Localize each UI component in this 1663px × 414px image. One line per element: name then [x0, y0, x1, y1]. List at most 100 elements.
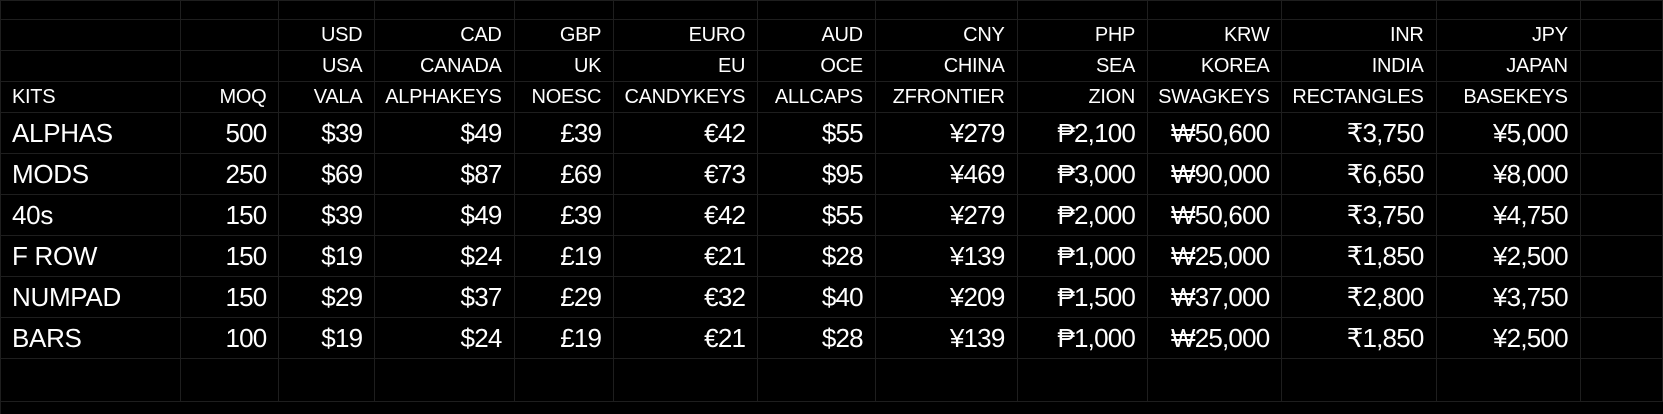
table-cell[interactable]: ₹1,850 [1281, 317, 1437, 359]
table-cell[interactable]: ZFRONTIER [874, 81, 1018, 113]
empty-cell[interactable] [1579, 0, 1663, 20]
table-cell[interactable]: ¥2,500 [1435, 235, 1581, 277]
table-cell[interactable]: ALPHAS [0, 112, 181, 154]
table-cell[interactable]: 40s [0, 194, 181, 236]
table-cell[interactable]: 150 [179, 276, 280, 318]
table-cell[interactable]: ¥279 [874, 194, 1018, 236]
table-cell[interactable]: $29 [278, 276, 376, 318]
table-cell[interactable] [1579, 81, 1663, 113]
table-cell[interactable]: ₱1,000 [1016, 317, 1149, 359]
table-cell[interactable]: BASEKEYS [1435, 81, 1581, 113]
table-cell[interactable] [1579, 19, 1663, 51]
table-cell[interactable]: ₱2,100 [1016, 112, 1149, 154]
table-cell[interactable]: €32 [613, 276, 759, 318]
empty-cell[interactable] [1435, 358, 1581, 402]
table-cell[interactable]: MOQ [179, 81, 280, 113]
table-cell[interactable]: £19 [513, 317, 615, 359]
table-cell[interactable]: ₹3,750 [1281, 194, 1437, 236]
table-cell[interactable]: JAPAN [1435, 50, 1581, 82]
table-cell[interactable]: ¥8,000 [1435, 153, 1581, 195]
table-cell[interactable] [1579, 317, 1663, 359]
table-cell[interactable] [1579, 276, 1663, 318]
empty-cell[interactable] [1579, 358, 1663, 402]
empty-cell[interactable] [374, 358, 515, 402]
table-cell[interactable] [1579, 153, 1663, 195]
table-cell[interactable]: $28 [757, 317, 876, 359]
table-cell[interactable]: 100 [179, 317, 280, 359]
table-cell[interactable]: ₩50,600 [1147, 112, 1283, 154]
table-cell[interactable]: PHP [1016, 19, 1149, 51]
table-cell[interactable]: $69 [278, 153, 376, 195]
table-cell[interactable] [1579, 50, 1663, 82]
table-cell[interactable]: INR [1281, 19, 1437, 51]
empty-cell[interactable] [513, 358, 615, 402]
table-cell[interactable]: ₱2,000 [1016, 194, 1149, 236]
table-cell[interactable]: MODS [0, 153, 181, 195]
empty-cell[interactable] [874, 358, 1018, 402]
table-cell[interactable]: USD [278, 19, 376, 51]
empty-cell[interactable] [374, 0, 515, 20]
table-cell[interactable]: SWAGKEYS [1147, 81, 1283, 113]
table-cell[interactable]: CANADA [374, 50, 515, 82]
table-cell[interactable]: RECTANGLES [1281, 81, 1437, 113]
table-cell[interactable]: AUD [757, 19, 876, 51]
table-cell[interactable]: €42 [613, 112, 759, 154]
table-cell[interactable]: $24 [374, 235, 515, 277]
table-cell[interactable]: €21 [613, 317, 759, 359]
table-cell[interactable]: ¥139 [874, 317, 1018, 359]
table-cell[interactable]: €21 [613, 235, 759, 277]
table-cell[interactable]: ₹2,800 [1281, 276, 1437, 318]
table-cell[interactable]: CNY [874, 19, 1018, 51]
table-cell[interactable]: ₩50,600 [1147, 194, 1283, 236]
table-cell[interactable]: ZION [1016, 81, 1149, 113]
empty-cell[interactable] [278, 358, 376, 402]
empty-cell[interactable] [278, 0, 376, 20]
table-cell[interactable]: ¥2,500 [1435, 317, 1581, 359]
table-cell[interactable]: $49 [374, 112, 515, 154]
empty-cell[interactable] [1016, 0, 1149, 20]
table-cell[interactable]: KOREA [1147, 50, 1283, 82]
table-cell[interactable] [0, 50, 181, 82]
table-cell[interactable]: $49 [374, 194, 515, 236]
table-cell[interactable]: EU [613, 50, 759, 82]
table-cell[interactable]: F ROW [0, 235, 181, 277]
table-cell[interactable] [1579, 112, 1663, 154]
table-cell[interactable]: 500 [179, 112, 280, 154]
table-cell[interactable]: £69 [513, 153, 615, 195]
table-cell[interactable]: CHINA [874, 50, 1018, 82]
table-cell[interactable]: ¥5,000 [1435, 112, 1581, 154]
table-cell[interactable]: SEA [1016, 50, 1149, 82]
table-cell[interactable]: $95 [757, 153, 876, 195]
table-cell[interactable]: $39 [278, 194, 376, 236]
table-cell[interactable]: NUMPAD [0, 276, 181, 318]
table-cell[interactable]: ₱1,500 [1016, 276, 1149, 318]
table-cell[interactable]: JPY [1435, 19, 1581, 51]
empty-cell[interactable] [613, 0, 759, 20]
table-cell[interactable]: BARS [0, 317, 181, 359]
table-cell[interactable]: ₩90,000 [1147, 153, 1283, 195]
table-cell[interactable]: ¥3,750 [1435, 276, 1581, 318]
table-cell[interactable] [1579, 235, 1663, 277]
table-cell[interactable]: VALA [278, 81, 376, 113]
table-cell[interactable]: ₩25,000 [1147, 235, 1283, 277]
table-cell[interactable]: ₹3,750 [1281, 112, 1437, 154]
table-cell[interactable]: CAD [374, 19, 515, 51]
table-cell[interactable]: ₩37,000 [1147, 276, 1283, 318]
table-cell[interactable]: $40 [757, 276, 876, 318]
table-cell[interactable]: €73 [613, 153, 759, 195]
table-cell[interactable]: £39 [513, 112, 615, 154]
table-cell[interactable]: ¥209 [874, 276, 1018, 318]
empty-cell[interactable] [1016, 358, 1149, 402]
table-cell[interactable]: $55 [757, 194, 876, 236]
table-cell[interactable]: ¥139 [874, 235, 1018, 277]
empty-cell[interactable] [874, 0, 1018, 20]
table-cell[interactable]: ₩25,000 [1147, 317, 1283, 359]
empty-cell[interactable] [179, 0, 280, 20]
empty-cell[interactable] [757, 0, 876, 20]
table-cell[interactable]: 250 [179, 153, 280, 195]
table-cell[interactable]: £39 [513, 194, 615, 236]
table-cell[interactable]: ALLCAPS [757, 81, 876, 113]
table-cell[interactable]: £29 [513, 276, 615, 318]
table-cell[interactable]: $28 [757, 235, 876, 277]
empty-cell[interactable] [179, 358, 280, 402]
